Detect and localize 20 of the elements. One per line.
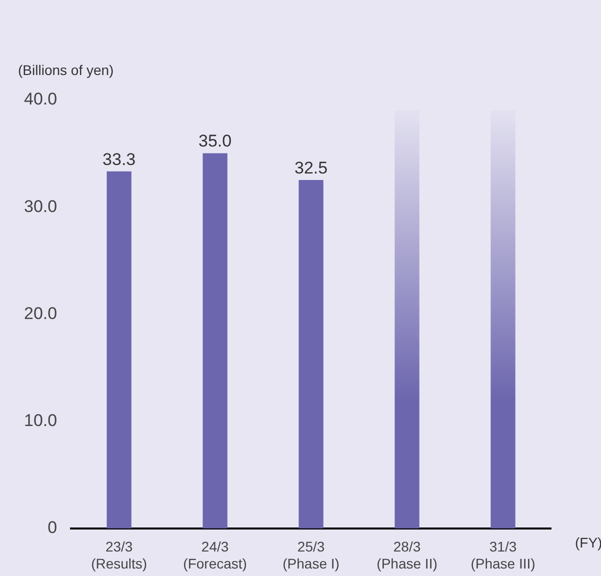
bar [298, 180, 324, 528]
x-axis-title: (FY) [575, 534, 601, 550]
data-label: 33.3 [102, 150, 136, 169]
bar [202, 153, 228, 528]
bar [394, 110, 420, 528]
x-tick-label: 28/3 (Phase II) [376, 538, 438, 572]
x-tick-label: 31/3 (Phase III) [470, 538, 536, 572]
bar [106, 171, 132, 528]
x-tick-label: 25/3 (Phase I) [282, 538, 340, 572]
data-label: 35.0 [198, 132, 232, 151]
x-tick-label: 24/3 (Forecast) [183, 538, 247, 572]
y-tick-label: 30.0 [24, 196, 58, 216]
data-label: 32.5 [294, 158, 328, 178]
bar [490, 110, 516, 528]
y-tick-label: 10.0 [24, 410, 58, 430]
y-tick-label: 40.0 [24, 90, 58, 109]
y-axis-title: (Billions of yen) [18, 62, 114, 78]
y-tick-label: 0 [48, 518, 58, 538]
x-tick-label: 23/3 (Results) [91, 538, 148, 572]
y-tick-label: 20.0 [24, 304, 58, 323]
